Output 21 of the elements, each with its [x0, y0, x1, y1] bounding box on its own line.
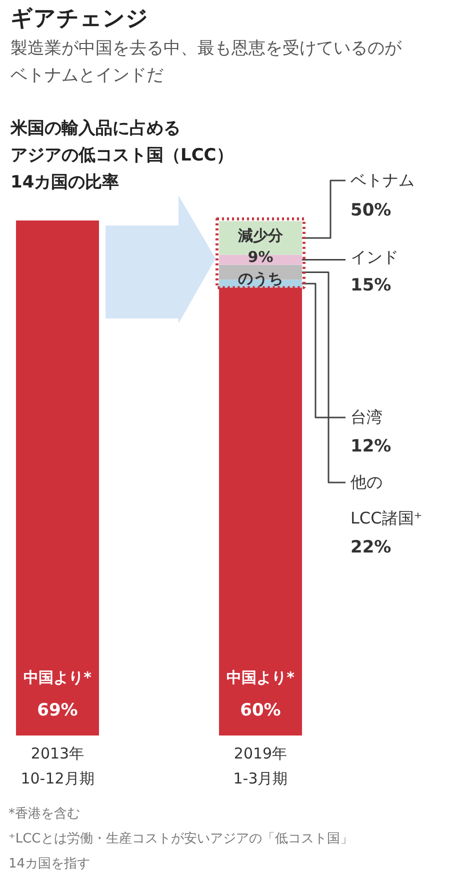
series-label: 中国より*: [24, 668, 92, 686]
annotation: 15%: [350, 276, 392, 296]
text: ⁺LCCとは労働・生産コストが安いアジアの「低コスト国」14カ国を指す: [8, 830, 353, 872]
text: 米国の輸入品に占めるアジアの低コスト国（LCC）14カ国の比率: [10, 118, 234, 192]
text: *香港を含む: [8, 806, 80, 822]
chart-title: ギアチェンジ: [10, 6, 148, 32]
data-label: 60%: [240, 700, 281, 720]
annotation: 12%: [350, 436, 392, 456]
annotation: 22%: [350, 538, 392, 558]
text: インド: [350, 248, 398, 266]
text: ベトナム: [350, 170, 414, 190]
chart-subtitle: 製造業が中国を去る中、最も恩恵を受けているのがベトナムとインドだ: [10, 38, 402, 86]
annotation: 50%: [350, 200, 392, 220]
data-label: 69%: [37, 700, 78, 720]
x-tick-label: 2013年 10-12月期: [20, 744, 94, 788]
bar: [16, 220, 99, 736]
x-tick-label: 2019年 1-3月期: [233, 744, 288, 788]
text: 台湾: [350, 408, 382, 426]
text: 中国より*: [226, 668, 294, 686]
annotation: 減少分 9% のうち: [237, 226, 284, 288]
text: 他の LCC諸国⁺: [350, 472, 422, 528]
